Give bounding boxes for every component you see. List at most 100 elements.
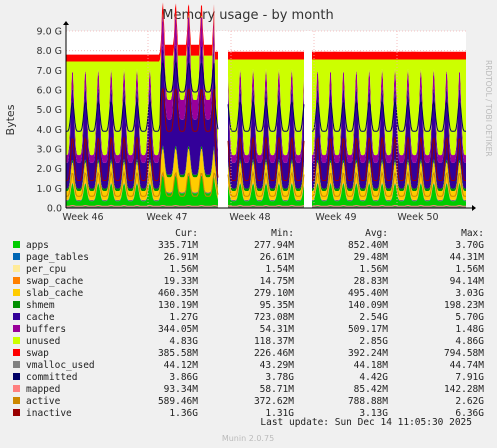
legend: Cur: Min: Avg: Max: apps 335.71M 277.94M 852.40…: [13, 228, 484, 419]
legend-value: 142.28M: [444, 384, 484, 395]
legend-value: 495.40M: [348, 288, 388, 299]
legend-swatch-inactive: [13, 409, 20, 416]
legend-value: 14.75M: [260, 276, 295, 287]
y-tick-label: 1.0 G: [37, 184, 63, 195]
legend-value: 44.18M: [354, 360, 389, 371]
legend-value: 794.58M: [444, 348, 484, 359]
x-tick-label: Week 49: [315, 212, 356, 223]
legend-value: 44.74M: [450, 360, 485, 371]
legend-value: 1.54M: [265, 264, 294, 275]
legend-value: 4.86G: [455, 336, 484, 347]
y-axis-ticks: 0.0 1.0 G 2.0 G 3.0 G 4.0 G 5.0 G 6.0 G 7.0 G 8.…: [37, 27, 63, 215]
legend-value: 26.61M: [260, 252, 295, 263]
legend-value: 94.14M: [450, 276, 485, 287]
data-gap: [219, 31, 227, 208]
legend-value: 4.42G: [359, 372, 388, 383]
legend-swatch-unused: [13, 337, 20, 344]
area-apps: [66, 175, 218, 208]
legend-value: 118.37M: [254, 336, 294, 347]
legend-value: 2.54G: [359, 312, 388, 323]
legend-value: 277.94M: [254, 240, 294, 251]
legend-value: 2.62G: [455, 396, 484, 407]
legend-value: 198.23M: [444, 300, 484, 311]
legend-value: 1.56M: [169, 264, 198, 275]
line-active: [227, 170, 305, 197]
legend-value: 385.58M: [158, 348, 198, 359]
legend-value: 460.35M: [158, 288, 198, 299]
legend-value: 58.71M: [260, 384, 295, 395]
area-swap: [312, 51, 466, 60]
legend-name-mapped: mapped: [26, 384, 60, 395]
legend-value: 26.91M: [164, 252, 199, 263]
legend-swatch-buffers: [13, 325, 20, 332]
line-active: [311, 170, 466, 197]
area-shmem: [312, 159, 466, 191]
rrdtool-credit: RRDTOOL / TOBI OETIKER: [484, 60, 493, 157]
x-tick-label: Week 50: [397, 212, 438, 223]
legend-column-header: Max:: [461, 228, 484, 239]
legend-swatch-page_tables: [13, 253, 20, 260]
legend-name-cache: cache: [26, 312, 55, 323]
x-axis-ticks: Week 46 Week 47 Week 48 Week 49 Week 50: [62, 212, 438, 223]
legend-value: 279.10M: [254, 288, 294, 299]
legend-value: 44.31M: [450, 252, 485, 263]
legend-value: 43.29M: [260, 360, 295, 371]
legend-name-page_tables: page_tables: [26, 252, 89, 263]
line-mapped: [227, 204, 305, 207]
legend-value: 1.56M: [359, 264, 388, 275]
data-gap: [305, 31, 311, 208]
legend-value: 852.40M: [348, 240, 388, 251]
area-swap: [228, 51, 304, 60]
area-apps: [312, 183, 466, 208]
legend-value: 4.83G: [169, 336, 198, 347]
legend-value: 19.33M: [164, 276, 199, 287]
x-axis-arrow: [472, 205, 476, 211]
legend-value: 93.34M: [164, 384, 199, 395]
legend-value: 1.27G: [169, 312, 198, 323]
y-tick-label: 2.0 G: [37, 164, 63, 175]
legend-value: 226.46M: [254, 348, 294, 359]
last-update-text: Last update: Sun Dec 14 11:05:30 2025: [260, 417, 472, 428]
legend-swatch-apps: [13, 241, 20, 248]
legend-name-swap_cache: swap_cache: [26, 276, 83, 287]
line-mapped: [312, 204, 466, 207]
legend-value: 3.13G: [359, 408, 388, 419]
legend-name-per_cpu: per_cpu: [26, 264, 66, 275]
legend-swatch-mapped: [13, 385, 20, 392]
y-tick-label: 7.0 G: [37, 66, 63, 77]
legend-swatch-active: [13, 397, 20, 404]
area-cache: [66, 43, 218, 189]
legend-value: 95.35M: [260, 300, 295, 311]
legend-value: 54.31M: [260, 324, 295, 335]
legend-value: 2.85G: [359, 336, 388, 347]
legend-value: 392.24M: [348, 348, 388, 359]
line-active: [66, 170, 219, 197]
legend-value: 29.48M: [354, 252, 389, 263]
chart-title: Memory usage - by month: [162, 8, 333, 23]
line-committed: [311, 100, 466, 132]
y-tick-label: 8.0 G: [37, 46, 63, 57]
legend-name-committed: committed: [26, 372, 77, 383]
y-tick-label: 3.0 G: [37, 145, 63, 156]
y-tick-label: 9.0 G: [37, 27, 63, 38]
area-slab_cache: [228, 161, 304, 200]
legend-name-unused: unused: [26, 336, 60, 347]
area-apps: [228, 183, 304, 208]
x-tick-label: Week 48: [229, 212, 270, 223]
legend-value: 140.09M: [348, 300, 388, 311]
legend-value: 130.19M: [158, 300, 198, 311]
legend-value: 1.36G: [169, 408, 198, 419]
legend-swatch-committed: [13, 373, 20, 380]
legend-value: 28.83M: [354, 276, 389, 287]
legend-value: 344.05M: [158, 324, 198, 335]
x-tick-label: Week 46: [62, 212, 103, 223]
line-inactive: [66, 88, 219, 181]
legend-value: 509.17M: [348, 324, 388, 335]
area-buffers: [312, 68, 466, 163]
y-tick-label: 6.0 G: [37, 86, 63, 97]
y-tick-label: 5.0 G: [37, 105, 63, 116]
area-slab_cache: [66, 148, 218, 200]
line-mapped: [66, 204, 219, 207]
